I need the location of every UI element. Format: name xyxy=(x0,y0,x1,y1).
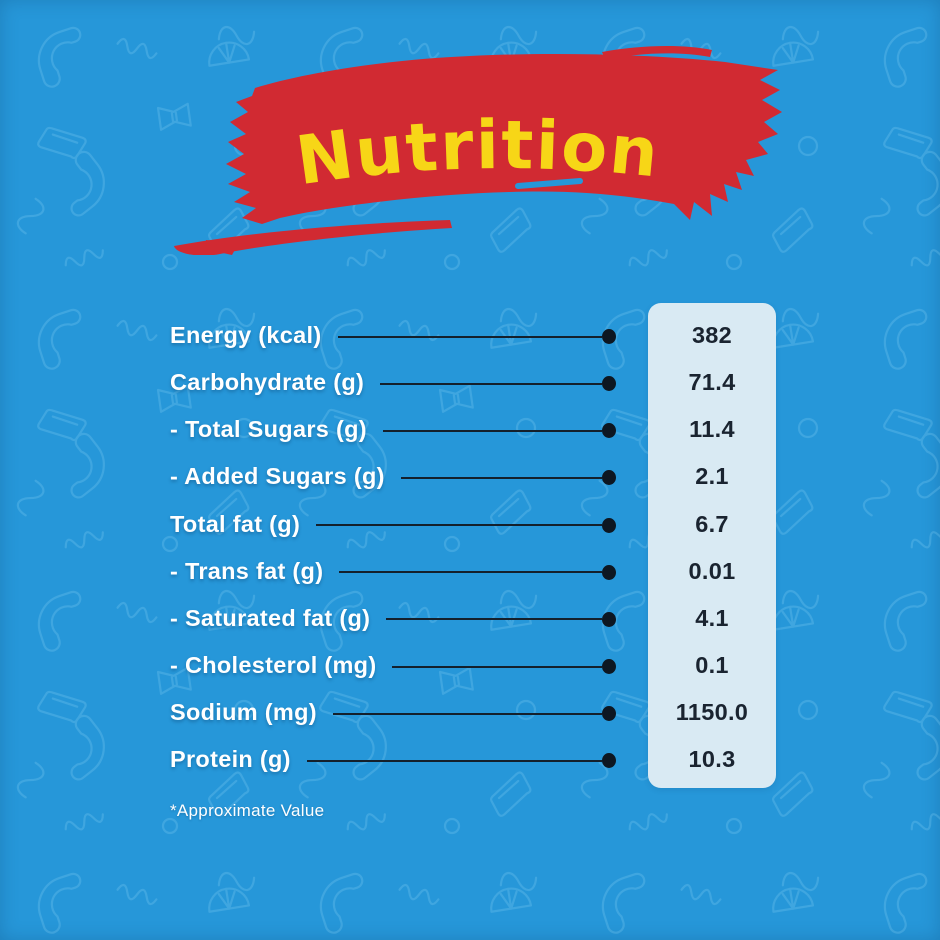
nutrient-value: 10.3 xyxy=(688,746,736,773)
nutrient-value: 0.1 xyxy=(695,652,729,679)
leader-line xyxy=(316,524,602,527)
dot-marker-icon xyxy=(602,423,616,439)
nutrient-value: 71.4 xyxy=(688,369,736,396)
nutrient-label: Total fat (g) xyxy=(170,510,301,537)
dot-marker-icon xyxy=(602,376,616,392)
leader-line xyxy=(339,571,602,574)
nutrient-rows: Energy (kcal) Carbohydrate (g) - Total S… xyxy=(170,312,616,783)
leader-line xyxy=(306,759,602,762)
leader-line xyxy=(400,476,602,479)
nutrient-value: 2.1 xyxy=(695,463,729,490)
nutrient-row: - Saturated fat (g) xyxy=(170,595,616,642)
nutrient-row: Sodium (mg) xyxy=(170,689,616,736)
leader-line xyxy=(382,429,602,432)
nutrient-row: - Trans fat (g) xyxy=(170,548,616,595)
nutrient-value: 0.01 xyxy=(688,557,736,584)
nutrient-value: 382 xyxy=(691,322,733,349)
dot-marker-icon xyxy=(602,564,616,580)
leader-line xyxy=(337,335,602,338)
nutrient-value: 4.1 xyxy=(695,604,729,631)
values-panel: 382 71.4 11.4 2.1 6.7 0.01 4.1 0.1 1150.… xyxy=(648,303,776,788)
title-banner: Nutrition xyxy=(174,46,782,255)
nutrient-label: Carbohydrate (g) xyxy=(170,369,365,396)
nutrient-row: Protein (g) xyxy=(170,736,616,783)
dot-marker-icon xyxy=(602,753,616,769)
leader-line xyxy=(332,712,602,715)
nutrient-row: Energy (kcal) xyxy=(170,312,616,359)
dot-marker-icon xyxy=(602,611,616,627)
nutrient-label: Sodium (mg) xyxy=(170,699,317,726)
nutrient-label: - Saturated fat (g) xyxy=(170,604,371,631)
nutrient-label: - Added Sugars (g) xyxy=(170,463,385,490)
nutrient-row: - Added Sugars (g) xyxy=(170,453,616,500)
nutrient-row: Total fat (g) xyxy=(170,501,616,548)
dot-marker-icon xyxy=(602,517,616,533)
nutrient-value: 6.7 xyxy=(695,510,729,537)
approximate-value-note: *Approximate Value xyxy=(170,801,325,820)
nutrient-label: - Total Sugars (g) xyxy=(170,416,367,443)
dot-marker-icon xyxy=(602,659,616,675)
nutrient-label: Energy (kcal) xyxy=(170,322,322,349)
nutrient-label: - Cholesterol (mg) xyxy=(170,652,377,679)
nutrient-label: - Trans fat (g) xyxy=(170,557,324,584)
nutrient-row: - Total Sugars (g) xyxy=(170,406,616,453)
dot-marker-icon xyxy=(602,706,616,722)
leader-line xyxy=(392,665,602,668)
dot-marker-icon xyxy=(602,470,616,486)
nutrient-label: Protein (g) xyxy=(170,746,291,773)
dot-marker-icon xyxy=(602,329,616,345)
leader-line xyxy=(386,618,602,621)
nutrient-row: Carbohydrate (g) xyxy=(170,359,616,406)
banner-slash-detail xyxy=(515,178,583,189)
nutrient-value: 1150.0 xyxy=(675,699,749,726)
nutrient-row: - Cholesterol (mg) xyxy=(170,642,616,689)
nutrient-value: 11.4 xyxy=(689,416,735,443)
leader-line xyxy=(380,382,602,385)
